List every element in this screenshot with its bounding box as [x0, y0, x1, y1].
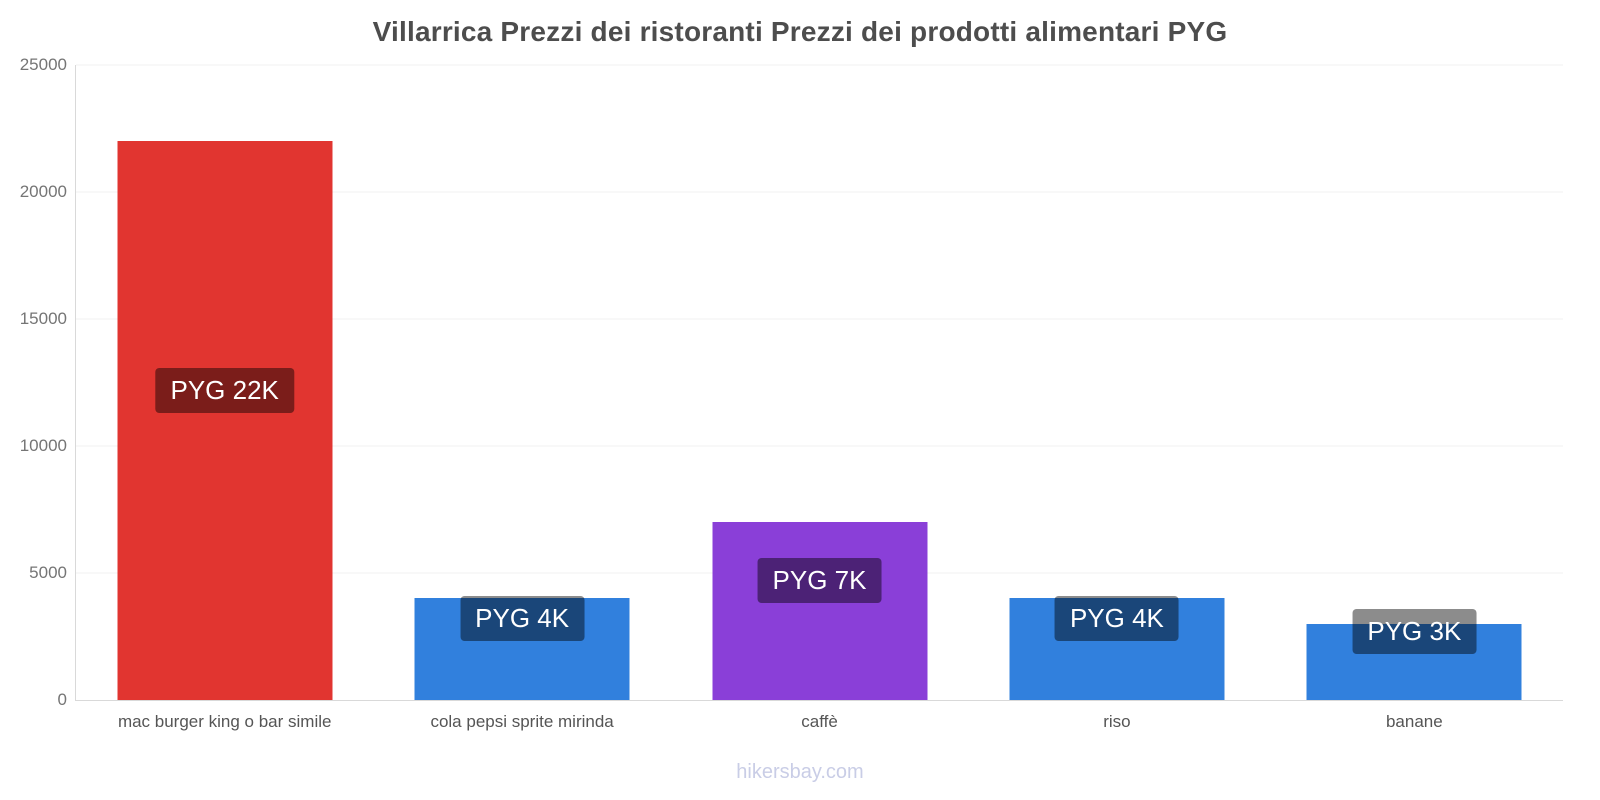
gridline — [76, 318, 1563, 320]
x-axis-category-label: banane — [1385, 712, 1443, 731]
x-axis-category-label: mac burger king o bar simile — [117, 712, 332, 731]
bar-value-label: PYG 3K — [1352, 608, 1477, 655]
x-axis-category-label: riso — [1103, 712, 1131, 731]
bar: PYG 7K — [712, 522, 928, 700]
chart-title: Villarrica Prezzi dei ristoranti Prezzi … — [372, 16, 1228, 47]
bar-column: PYG 4K cola pepsi sprite mirinda — [373, 65, 670, 731]
y-axis-tick-label: 25000 — [19, 55, 67, 74]
bar-value-label: PYG 4K — [460, 596, 585, 642]
x-axis-category-label: cola pepsi sprite mirinda — [430, 712, 614, 731]
bar-column: PYG 4K riso — [968, 65, 1265, 731]
bar-value-label: PYG 22K — [155, 367, 294, 413]
bar: PYG 22K — [117, 141, 333, 700]
plot-area: 0 5000 10000 15000 20000 25000 PYG 22K mac burg… — [20, 55, 1563, 731]
bar-columns: PYG 22K mac burger king o bar simile PYG 4… — [76, 65, 1563, 731]
watermark-text: hikersbay.com — [736, 761, 864, 783]
y-axis-tick-label: 10000 — [19, 436, 67, 455]
y-axis-tick-label: 20000 — [19, 182, 67, 201]
y-axis-tick-label: 15000 — [19, 309, 67, 328]
bar-column: PYG 22K mac burger king o bar simile — [76, 65, 373, 731]
bar-value-label: PYG 4K — [1054, 596, 1179, 642]
bar-column: PYG 3K banane — [1266, 65, 1563, 731]
y-axis-tick-label: 0 — [57, 690, 67, 709]
bar: PYG 4K — [1009, 596, 1225, 700]
y-axis-tick-label: 5000 — [29, 563, 67, 582]
bar-column: PYG 7K caffè — [671, 65, 968, 731]
bar: PYG 4K — [414, 596, 630, 700]
gridline — [76, 445, 1563, 447]
gridline — [76, 64, 1563, 66]
bar-value-label: PYG 7K — [757, 558, 882, 604]
x-axis-category-label: caffè — [801, 712, 838, 731]
bar: PYG 3K — [1306, 608, 1522, 700]
gridline — [76, 191, 1563, 193]
